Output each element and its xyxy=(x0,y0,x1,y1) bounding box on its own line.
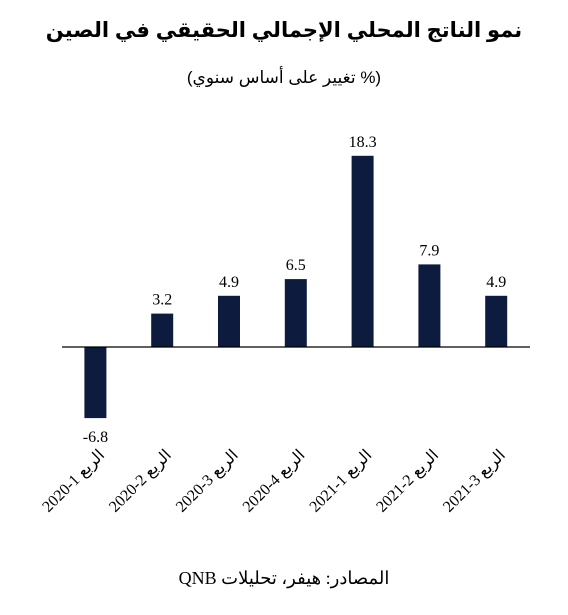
bar-4 xyxy=(284,279,307,347)
data-label-2: 3.2 xyxy=(152,292,172,309)
data-label-5: 18.3 xyxy=(349,134,377,151)
x-tick-label-3: الربع 3-2020 xyxy=(173,447,242,516)
bars-layer xyxy=(84,155,508,419)
bar-6 xyxy=(418,264,441,347)
bar-5 xyxy=(351,155,374,347)
data-label-6: 7.9 xyxy=(419,242,439,259)
chart-subtitle: (% تغيير على أساس سنوي) xyxy=(186,68,382,87)
data-label-3: 4.9 xyxy=(219,274,239,291)
bar-7 xyxy=(485,295,508,347)
source-note: المصادر: هيفر، تحليلات QNB xyxy=(178,568,390,588)
x-tick-label-7: الربع 3-2021 xyxy=(440,447,509,516)
data-label-4: 6.5 xyxy=(286,257,306,274)
x-tick-label-1: الربع 1-2020 xyxy=(39,447,108,516)
bar-1 xyxy=(84,347,107,419)
x-tick-label-2: الربع 2-2020 xyxy=(106,447,175,516)
bar-3 xyxy=(218,295,240,347)
x-tick-label-5: الربع 1-2021 xyxy=(307,447,376,516)
data-label-7: 4.9 xyxy=(486,274,506,291)
bar-2 xyxy=(151,313,174,347)
x-tick-label-6: الربع 2-2021 xyxy=(373,447,442,516)
data-label-1: -6.8 xyxy=(83,429,108,446)
x-tick-label-4: الربع 4-2020 xyxy=(240,447,309,516)
chart-title: نمو الناتج المحلي الإجمالي الحقيقي في ال… xyxy=(45,19,523,42)
